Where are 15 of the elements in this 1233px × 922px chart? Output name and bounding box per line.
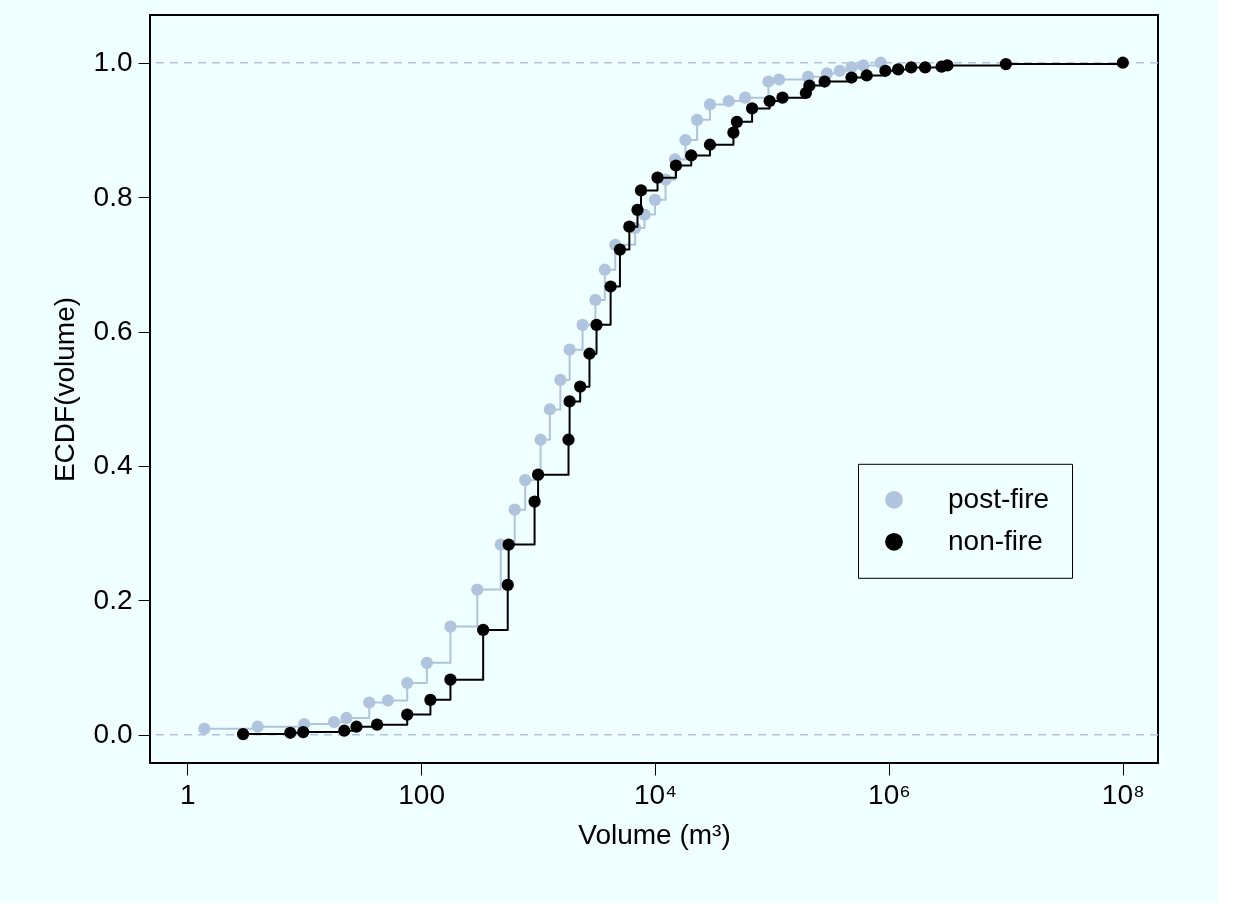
x-tick-label: 10⁴ [633, 778, 678, 810]
y-tick-label: 1.0 [93, 46, 133, 78]
y-tick-label: 0.4 [93, 449, 133, 481]
legend-label: post-fire [948, 482, 1050, 514]
legend-label: non-fire [948, 524, 1043, 556]
y-tick-label: 0.0 [93, 718, 133, 750]
y-axis-title: ECDF(volume) [48, 296, 80, 483]
x-tick-label: 1 [179, 778, 196, 810]
x-tick-label: 10⁸ [1101, 778, 1145, 810]
x-tick-label: 100 [398, 778, 446, 810]
x-tick-label: 10⁶ [868, 778, 911, 810]
x-axis-title: Volume (m³) [578, 818, 731, 850]
y-tick-label: 0.2 [93, 583, 133, 615]
y-tick-label: 0.8 [93, 180, 133, 212]
y-tick-label: 0.6 [93, 315, 133, 347]
